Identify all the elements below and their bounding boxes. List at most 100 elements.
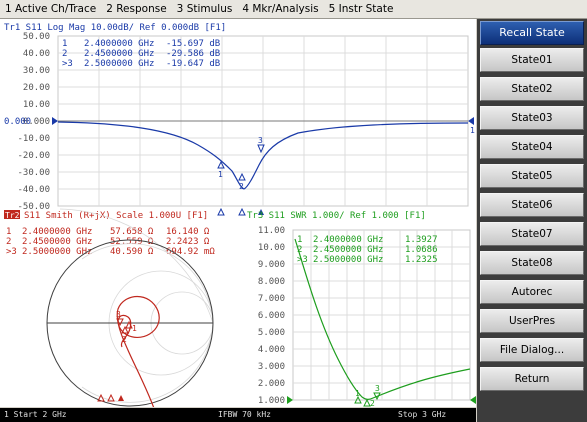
svg-text:3: 3	[258, 136, 263, 145]
trace3-marker-value: 1.3927	[405, 235, 438, 245]
trace1-marker-num: 1	[62, 39, 67, 49]
trace3-marker-1[interactable]	[354, 395, 362, 404]
trace2-marker-freq: 2.4500000 GHz	[22, 237, 92, 247]
trace2-marker-x: 16.140 Ω	[166, 227, 210, 237]
softkey-userpres[interactable]: UserPres	[480, 309, 584, 333]
trace2-marker-labels: 12 3	[116, 310, 137, 344]
trace1-marker-num: >3	[62, 59, 73, 69]
trace3-ytick: 3.000	[258, 362, 285, 372]
status-ifbw: IFBW 70 kHz	[218, 410, 271, 419]
menu-mkr-analysis[interactable]: 4 Mkr/Analysis	[242, 3, 319, 15]
trace2-marker-x: 2.2423 Ω	[166, 237, 210, 247]
trace3-grid	[293, 230, 470, 400]
softkey-state04[interactable]: State04	[480, 135, 584, 159]
trace1-channel-label: 1	[470, 126, 475, 135]
trace3-ytick: 8.000	[258, 277, 285, 287]
trace1-ytick: 10.00	[23, 100, 50, 110]
softkey-state02[interactable]: State02	[480, 77, 584, 101]
trace2-marker-r: 40.590 Ω	[110, 247, 154, 257]
trace2-marker-freq: 2.4000000 GHz	[22, 227, 92, 237]
trace3-ytick: 9.000	[258, 260, 285, 270]
menu-stimulus[interactable]: 3 Stimulus	[176, 3, 233, 15]
softkey-state03[interactable]: State03	[480, 106, 584, 130]
svg-text:1: 1	[355, 389, 360, 398]
svg-text:1: 1	[132, 324, 137, 333]
trace1-marker-3[interactable]	[257, 144, 265, 154]
trace2-active-badge	[4, 210, 20, 219]
trace2-marker-x: 694.92 mΩ	[166, 247, 215, 257]
svg-text:2: 2	[239, 182, 244, 191]
trace2-marker-num: 2	[6, 237, 11, 247]
softkey-state08[interactable]: State08	[480, 251, 584, 275]
trace3-ytick: 11.00	[258, 226, 285, 236]
trace2-marker-1[interactable]	[125, 320, 133, 329]
trace3-ref-marker-right	[470, 396, 476, 404]
trace3-marker-value: 1.0686	[405, 245, 438, 255]
trace1-marker-1[interactable]	[217, 160, 225, 169]
trace1-marker-freq: 2.5000000 GHz	[84, 59, 154, 69]
trace2-stimulus-markers	[97, 393, 124, 402]
trace3-marker-labels: 1 23	[355, 384, 380, 408]
trace1-marker-freq: 2.4500000 GHz	[84, 49, 154, 59]
measurement-display: Tr1 S11 Log Mag 10.00dB/ Ref 0.000dB [F1…	[0, 19, 476, 412]
trace3-swr-plot: Tr3 S11 SWR 1.000/ Ref 1.000 [F1] 11.00 …	[247, 211, 476, 408]
softkey-state01[interactable]: State01	[480, 48, 584, 72]
svg-text:2: 2	[370, 399, 375, 407]
trace1-marker-2[interactable]	[238, 172, 246, 181]
trace1-markers	[217, 144, 265, 181]
svg-text:3: 3	[375, 384, 380, 393]
trace1-marker-freq: 2.4000000 GHz	[84, 39, 154, 49]
trace2-markers	[116, 318, 133, 334]
trace2-marker-r: 57.658 Ω	[110, 227, 154, 237]
trace3-marker-freq: 2.5000000 GHz	[313, 255, 383, 265]
trace1-ytick: -40.00	[17, 185, 50, 195]
svg-text:2: 2	[122, 335, 127, 344]
trace1-marker-value: -29.586 dB	[166, 49, 220, 59]
trace1-stimulus-markers	[217, 207, 264, 216]
trace2-marker-2[interactable]	[121, 325, 129, 334]
trace1-logmag-plot: Tr1 S11 Log Mag 10.00dB/ Ref 0.000dB [F1…	[4, 23, 475, 216]
trace1-ytick: -10.00	[17, 134, 50, 144]
trace2-marker-table: 1 2.4000000 GHz 57.658 Ω 16.140 Ω 2 2.45…	[6, 227, 215, 257]
trace1-ytick: 50.00	[23, 32, 50, 42]
trace1-ytick: -20.00	[17, 151, 50, 161]
softkey-autorec[interactable]: Autorec	[480, 280, 584, 304]
trace3-ytick: 4.000	[258, 345, 285, 355]
softkey-return[interactable]: Return	[480, 367, 584, 391]
trace1-ref-marker-right	[468, 117, 474, 125]
trace1-header: Tr1 S11 Log Mag 10.00dB/ Ref 0.000dB [F1…	[4, 23, 226, 33]
trace3-marker-3[interactable]	[373, 392, 381, 401]
softkey-menu-title: Recall State	[480, 21, 584, 45]
trace1-curve	[57, 121, 469, 190]
trace3-ref-marker-left	[287, 396, 293, 404]
status-bar: 1 Start 2 GHz IFBW 70 kHz Stop 3 GHz	[0, 408, 476, 422]
trace1-ytick: -30.00	[17, 168, 50, 178]
trace2-marker-3[interactable]	[116, 318, 124, 327]
trace3-marker-table: 1 2.4000000 GHz 1.3927 2 2.4500000 GHz 1…	[297, 235, 438, 265]
trace2-smith-plot: Tr2 S11 Smith (R+jX) Scale 1.000U [F1] 1…	[4, 208, 215, 412]
softkey-state06[interactable]: State06	[480, 193, 584, 217]
trace1-marker-table: 1 2.4000000 GHz -15.697 dB 2 2.4500000 G…	[62, 39, 220, 69]
trace3-y-axis: 11.00 10.00 9.000 8.000 7.000 6.000 5.00…	[258, 226, 285, 406]
trace1-ytick: 40.00	[23, 49, 50, 59]
trace2-marker-num: >3	[6, 247, 17, 257]
softkey-state05[interactable]: State05	[480, 164, 584, 188]
trace1-ytick: 30.00	[23, 66, 50, 76]
status-stop-freq: Stop 3 GHz	[398, 410, 447, 419]
softkey-state07[interactable]: State07	[480, 222, 584, 246]
trace3-marker-value: 1.2325	[405, 255, 438, 265]
trace3-ytick: 7.000	[258, 294, 285, 304]
trace2-marker-r: 52.559 Ω	[110, 237, 154, 247]
trace3-marker-num: 2	[297, 245, 302, 255]
svg-text:1: 1	[218, 170, 223, 179]
trace3-ytick: 1.000	[258, 396, 285, 406]
trace1-marker-value: -19.647 dB	[166, 59, 220, 69]
menu-response[interactable]: 2 Response	[106, 3, 167, 15]
trace3-marker-2[interactable]	[363, 398, 371, 407]
trace1-marker-value: -15.697 dB	[166, 39, 220, 49]
trace2-marker-num: 1	[6, 227, 11, 237]
menu-active-ch-trace[interactable]: 1 Active Ch/Trace	[5, 3, 97, 15]
menu-instr-state[interactable]: 5 Instr State	[328, 3, 394, 15]
softkey-file-dialog[interactable]: File Dialog...	[480, 338, 584, 362]
trace1-ytick: 20.00	[23, 83, 50, 93]
